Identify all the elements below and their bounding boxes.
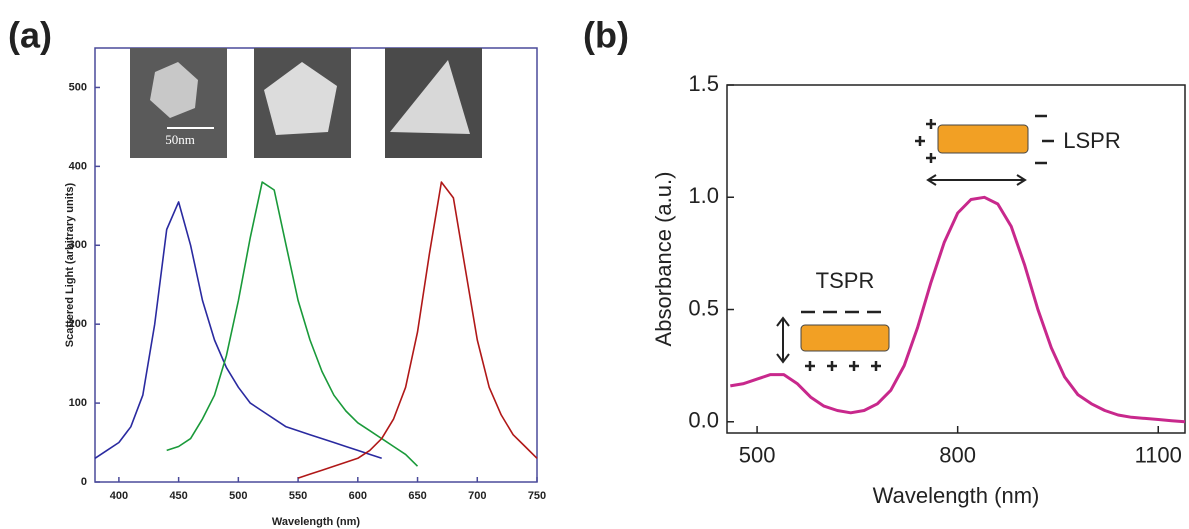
x-tick-label: 600 bbox=[349, 490, 367, 502]
data-line bbox=[94, 201, 382, 460]
arrow bbox=[776, 316, 790, 364]
plot-frame bbox=[726, 84, 1186, 434]
x-tick-label: 650 bbox=[408, 490, 426, 502]
x-tick-label: 750 bbox=[528, 490, 546, 502]
panel-label: (a) bbox=[8, 15, 52, 56]
y-tick-label: 0 bbox=[81, 476, 87, 488]
x-tick-label: 1100 bbox=[1135, 443, 1182, 468]
x-tick-label: 800 bbox=[939, 443, 976, 468]
charge bbox=[1035, 114, 1054, 165]
y-tick-label: 500 bbox=[69, 81, 87, 93]
annotation: LSPR bbox=[1063, 128, 1120, 153]
particle bbox=[390, 60, 470, 134]
y-tick-label: 0.0 bbox=[688, 408, 719, 433]
x-tick-label: 500 bbox=[739, 443, 776, 468]
y-tick-label: 300 bbox=[69, 239, 87, 251]
x-tick-label: 450 bbox=[169, 490, 187, 502]
y-tick-label: 100 bbox=[69, 397, 87, 409]
x-tick-label: 400 bbox=[110, 490, 128, 502]
scale-label: 50nm bbox=[165, 132, 195, 147]
charge bbox=[805, 361, 881, 371]
rod bbox=[937, 124, 1029, 154]
x-axis-label: Wavelength (nm) bbox=[272, 516, 361, 528]
data-line bbox=[730, 195, 1186, 424]
data-line bbox=[297, 181, 538, 479]
panel-label: (b) bbox=[583, 15, 629, 56]
y-tick-label: 1.5 bbox=[688, 71, 719, 96]
y-tick-label: 1.0 bbox=[688, 183, 719, 208]
x-tick-label: 500 bbox=[229, 490, 247, 502]
arrow bbox=[926, 174, 1027, 186]
y-tick-label: 0.5 bbox=[688, 295, 719, 320]
x-tick-label: 700 bbox=[468, 490, 486, 502]
annotation: TSPR bbox=[816, 268, 875, 293]
x-tick-label: 550 bbox=[289, 490, 307, 502]
particle bbox=[150, 62, 198, 118]
charge bbox=[915, 119, 936, 163]
y-axis-label: Absorbance (a.u.) bbox=[651, 172, 676, 347]
x-axis-label: Wavelength (nm) bbox=[873, 483, 1040, 508]
y-axis-label: Scattered Light (arbitrary units) bbox=[64, 182, 76, 347]
data-line bbox=[166, 181, 419, 467]
y-tick-label: 400 bbox=[69, 160, 87, 172]
rod bbox=[800, 324, 890, 352]
particle bbox=[264, 62, 337, 135]
y-tick-label: 200 bbox=[69, 318, 87, 330]
